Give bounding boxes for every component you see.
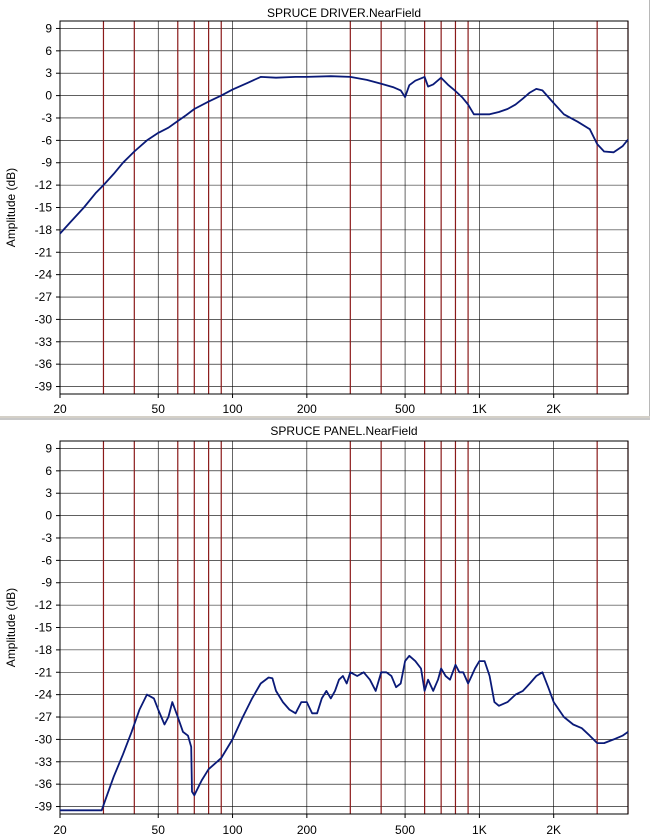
y-tick-label: 3 — [45, 486, 52, 500]
y-tick-label: -18 — [35, 223, 53, 237]
plot-frame — [59, 440, 629, 815]
y-tick-label: -6 — [41, 553, 52, 567]
driver-chart: SPRUCE DRIVER.NearField Amplitude (dB) 9 6 3… — [4, 6, 629, 416]
x-tick-label: 1K — [472, 823, 487, 837]
response-trace — [60, 654, 629, 812]
y-tick-label: 9 — [45, 441, 52, 455]
y-tick-label: -24 — [35, 688, 53, 702]
y-tick-label: -3 — [41, 111, 52, 125]
chart-title: SPRUCE DRIVER.NearField — [267, 6, 421, 20]
y-tick-label: -6 — [41, 133, 52, 147]
y-tick-label: 0 — [45, 89, 52, 103]
y-tick-label: -33 — [35, 335, 53, 349]
y-tick-label: 6 — [45, 44, 52, 58]
y-tick-label: -27 — [35, 290, 53, 304]
y-tick-label: -36 — [35, 777, 53, 791]
x-tick-label: 50 — [152, 823, 166, 837]
y-tick-label: -15 — [35, 201, 53, 215]
y-tick-label: -39 — [35, 380, 53, 394]
x-tick-label: 1K — [472, 402, 487, 416]
y-tick-label: -36 — [35, 357, 53, 371]
x-tick-label: 200 — [297, 402, 317, 416]
y-tick-label: 3 — [45, 66, 52, 80]
panel-divider — [0, 416, 650, 419]
y-tick-label: -9 — [41, 576, 52, 590]
y-tick-label: 0 — [45, 509, 52, 523]
response-trace — [59, 75, 629, 235]
x-tick-label: 20 — [53, 823, 67, 837]
chart-title: SPRUCE PANEL.NearField — [270, 424, 417, 438]
y-tick-label: -27 — [35, 710, 53, 724]
x-tick-label: 50 — [152, 402, 166, 416]
x-tick-label: 500 — [395, 823, 415, 837]
x-tick-label: 2K — [546, 823, 561, 837]
y-axis-label: Amplitude (dB) — [4, 168, 18, 247]
y-tick-label: -15 — [35, 621, 53, 635]
x-tick-label: 100 — [223, 402, 243, 416]
x-tick-label: 500 — [395, 402, 415, 416]
plot-frame — [59, 20, 629, 395]
panel-chart: SPRUCE PANEL.NearField Amplitude (dB) 9 6 3 0… — [4, 424, 629, 837]
y-tick-label: -12 — [35, 178, 53, 192]
y-tick-label: -30 — [35, 732, 53, 746]
y-tick-label: -24 — [35, 268, 53, 282]
x-tick-label: 100 — [223, 823, 243, 837]
y-tick-label: -21 — [35, 245, 53, 259]
y-tick-label: -18 — [35, 643, 53, 657]
driver-chart-panel: SPRUCE DRIVER.NearField Amplitude (dB) 9 6 3… — [0, 0, 650, 417]
y-tick-label: -21 — [35, 665, 53, 679]
y-tick-label: -39 — [35, 800, 53, 814]
x-tick-label: 2K — [546, 402, 561, 416]
y-tick-label: -12 — [35, 598, 53, 612]
y-axis-label: Amplitude (dB) — [4, 588, 18, 667]
x-tick-label: 20 — [53, 402, 67, 416]
y-tick-label: -30 — [35, 312, 53, 326]
y-tick-label: 9 — [45, 21, 52, 35]
y-tick-label: -33 — [35, 755, 53, 769]
x-tick-label: 200 — [297, 823, 317, 837]
panel-chart-panel: SPRUCE PANEL.NearField Amplitude (dB) 9 6 3 0… — [0, 418, 650, 840]
y-tick-label: -9 — [41, 156, 52, 170]
y-tick-label: -3 — [41, 531, 52, 545]
y-tick-label: 6 — [45, 464, 52, 478]
